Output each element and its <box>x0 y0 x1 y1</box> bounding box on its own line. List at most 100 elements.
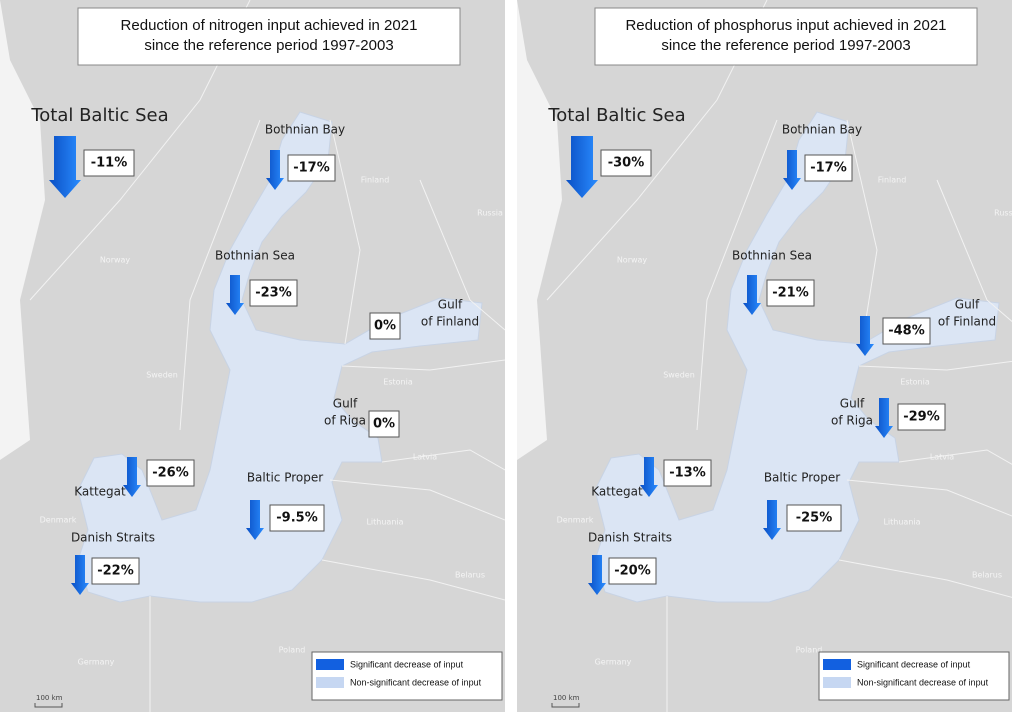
map-panel: Finland Russia Norway Sweden Estonia Latvia Li… <box>517 0 1012 712</box>
region-name: of Finland <box>421 315 479 329</box>
country-label: Belarus <box>972 571 1002 580</box>
value-label: -21% <box>772 286 809 301</box>
value-box <box>146 459 195 487</box>
region-name: Gulf <box>840 397 865 411</box>
value-box <box>882 317 931 345</box>
border <box>179 119 261 431</box>
value-box <box>897 403 946 431</box>
region-name: Kattegat <box>74 485 126 499</box>
decrease-arrow <box>743 275 761 315</box>
value-box <box>804 154 853 182</box>
legend-label: Non-significant decrease of input <box>857 677 989 687</box>
value-label: -26% <box>152 466 189 481</box>
baltic-sea <box>594 111 1000 603</box>
country-label: Denmark <box>40 516 77 525</box>
map-panel: Finland Russia Norway Sweden Estonia Latvia Li… <box>0 0 505 712</box>
value-label: -17% <box>810 161 847 176</box>
baltic-sea <box>77 111 483 603</box>
region-name: Gulf <box>438 298 463 312</box>
scale-bar <box>551 703 580 708</box>
decrease-arrow <box>71 555 89 595</box>
decrease-arrow <box>763 500 781 540</box>
region-name: Bothnian Bay <box>782 123 862 137</box>
region-name: Baltic Proper <box>247 471 323 485</box>
country-label: Sweden <box>663 371 695 380</box>
region-name: Gulf <box>955 298 980 312</box>
decrease-arrow <box>588 555 606 595</box>
legend-label: Significant decrease of input <box>350 659 464 669</box>
value-box <box>766 279 815 307</box>
legend-swatch <box>823 677 851 688</box>
region-name: Kattegat <box>591 485 643 499</box>
region-name: Bothnian Bay <box>265 123 345 137</box>
region-name: Total Baltic Sea <box>30 105 168 126</box>
country-label: Norway <box>100 256 131 265</box>
value-label: -29% <box>903 410 940 425</box>
legend-swatch <box>316 659 344 670</box>
value-box <box>249 279 298 307</box>
country-label: Denmark <box>557 516 594 525</box>
region-name: Danish Straits <box>71 531 155 545</box>
decrease-arrow <box>266 150 284 190</box>
region-name: Bothnian Sea <box>215 249 295 263</box>
value-label: -9.5% <box>276 511 317 526</box>
value-box <box>269 504 325 532</box>
title-line: since the reference period 1997-2003 <box>661 37 910 54</box>
value-box <box>83 149 135 177</box>
country-label: Lithuania <box>366 518 403 527</box>
border <box>329 479 505 521</box>
decrease-arrow <box>856 316 874 356</box>
country-label: Russia <box>994 209 1012 218</box>
value-box <box>368 410 400 438</box>
region-name: of Finland <box>938 315 996 329</box>
country-label: Sweden <box>146 371 178 380</box>
country-label: Estonia <box>383 378 413 387</box>
border <box>846 479 1012 517</box>
country-label: Russia <box>477 209 503 218</box>
region-name: Total Baltic Sea <box>547 105 685 126</box>
country-label: Poland <box>279 646 306 655</box>
value-label: -48% <box>888 324 925 339</box>
scale-bar <box>34 703 63 708</box>
title-line: Reduction of phosphorus input achieved i… <box>625 17 946 34</box>
title-line: since the reference period 1997-2003 <box>144 37 393 54</box>
decrease-arrow <box>246 500 264 540</box>
title-line: Reduction of nitrogen input achieved in … <box>121 17 418 34</box>
value-box <box>369 312 401 340</box>
border <box>846 119 878 345</box>
title-box <box>77 7 461 66</box>
legend-label: Non-significant decrease of input <box>350 677 482 687</box>
country-label: Latvia <box>413 453 437 462</box>
title-box <box>594 7 978 66</box>
decrease-arrow <box>566 136 598 198</box>
border <box>898 449 1012 465</box>
legend-swatch <box>316 677 344 688</box>
scale-label: 100 km <box>36 694 63 702</box>
border <box>381 449 505 471</box>
border <box>321 559 505 601</box>
value-box <box>91 557 140 585</box>
region-name: of Riga <box>831 414 873 428</box>
north-sea <box>0 0 45 460</box>
decrease-arrow <box>783 150 801 190</box>
region-name: Bothnian Sea <box>732 249 812 263</box>
country-label: Germany <box>595 658 632 667</box>
value-box <box>786 504 842 532</box>
region-name: Gulf <box>333 397 358 411</box>
decrease-arrow <box>875 398 893 438</box>
country-label: Finland <box>361 176 390 185</box>
value-box <box>600 149 652 177</box>
country-label: Latvia <box>930 453 954 462</box>
decrease-arrow <box>226 275 244 315</box>
legend-swatch <box>823 659 851 670</box>
value-label: -20% <box>614 564 651 579</box>
region-name: Danish Straits <box>588 531 672 545</box>
country-label: Belarus <box>455 571 485 580</box>
border <box>936 179 1012 323</box>
decrease-arrow <box>123 457 141 497</box>
country-label: Germany <box>78 658 115 667</box>
border <box>329 119 361 345</box>
border <box>696 119 778 431</box>
value-box <box>608 557 657 585</box>
